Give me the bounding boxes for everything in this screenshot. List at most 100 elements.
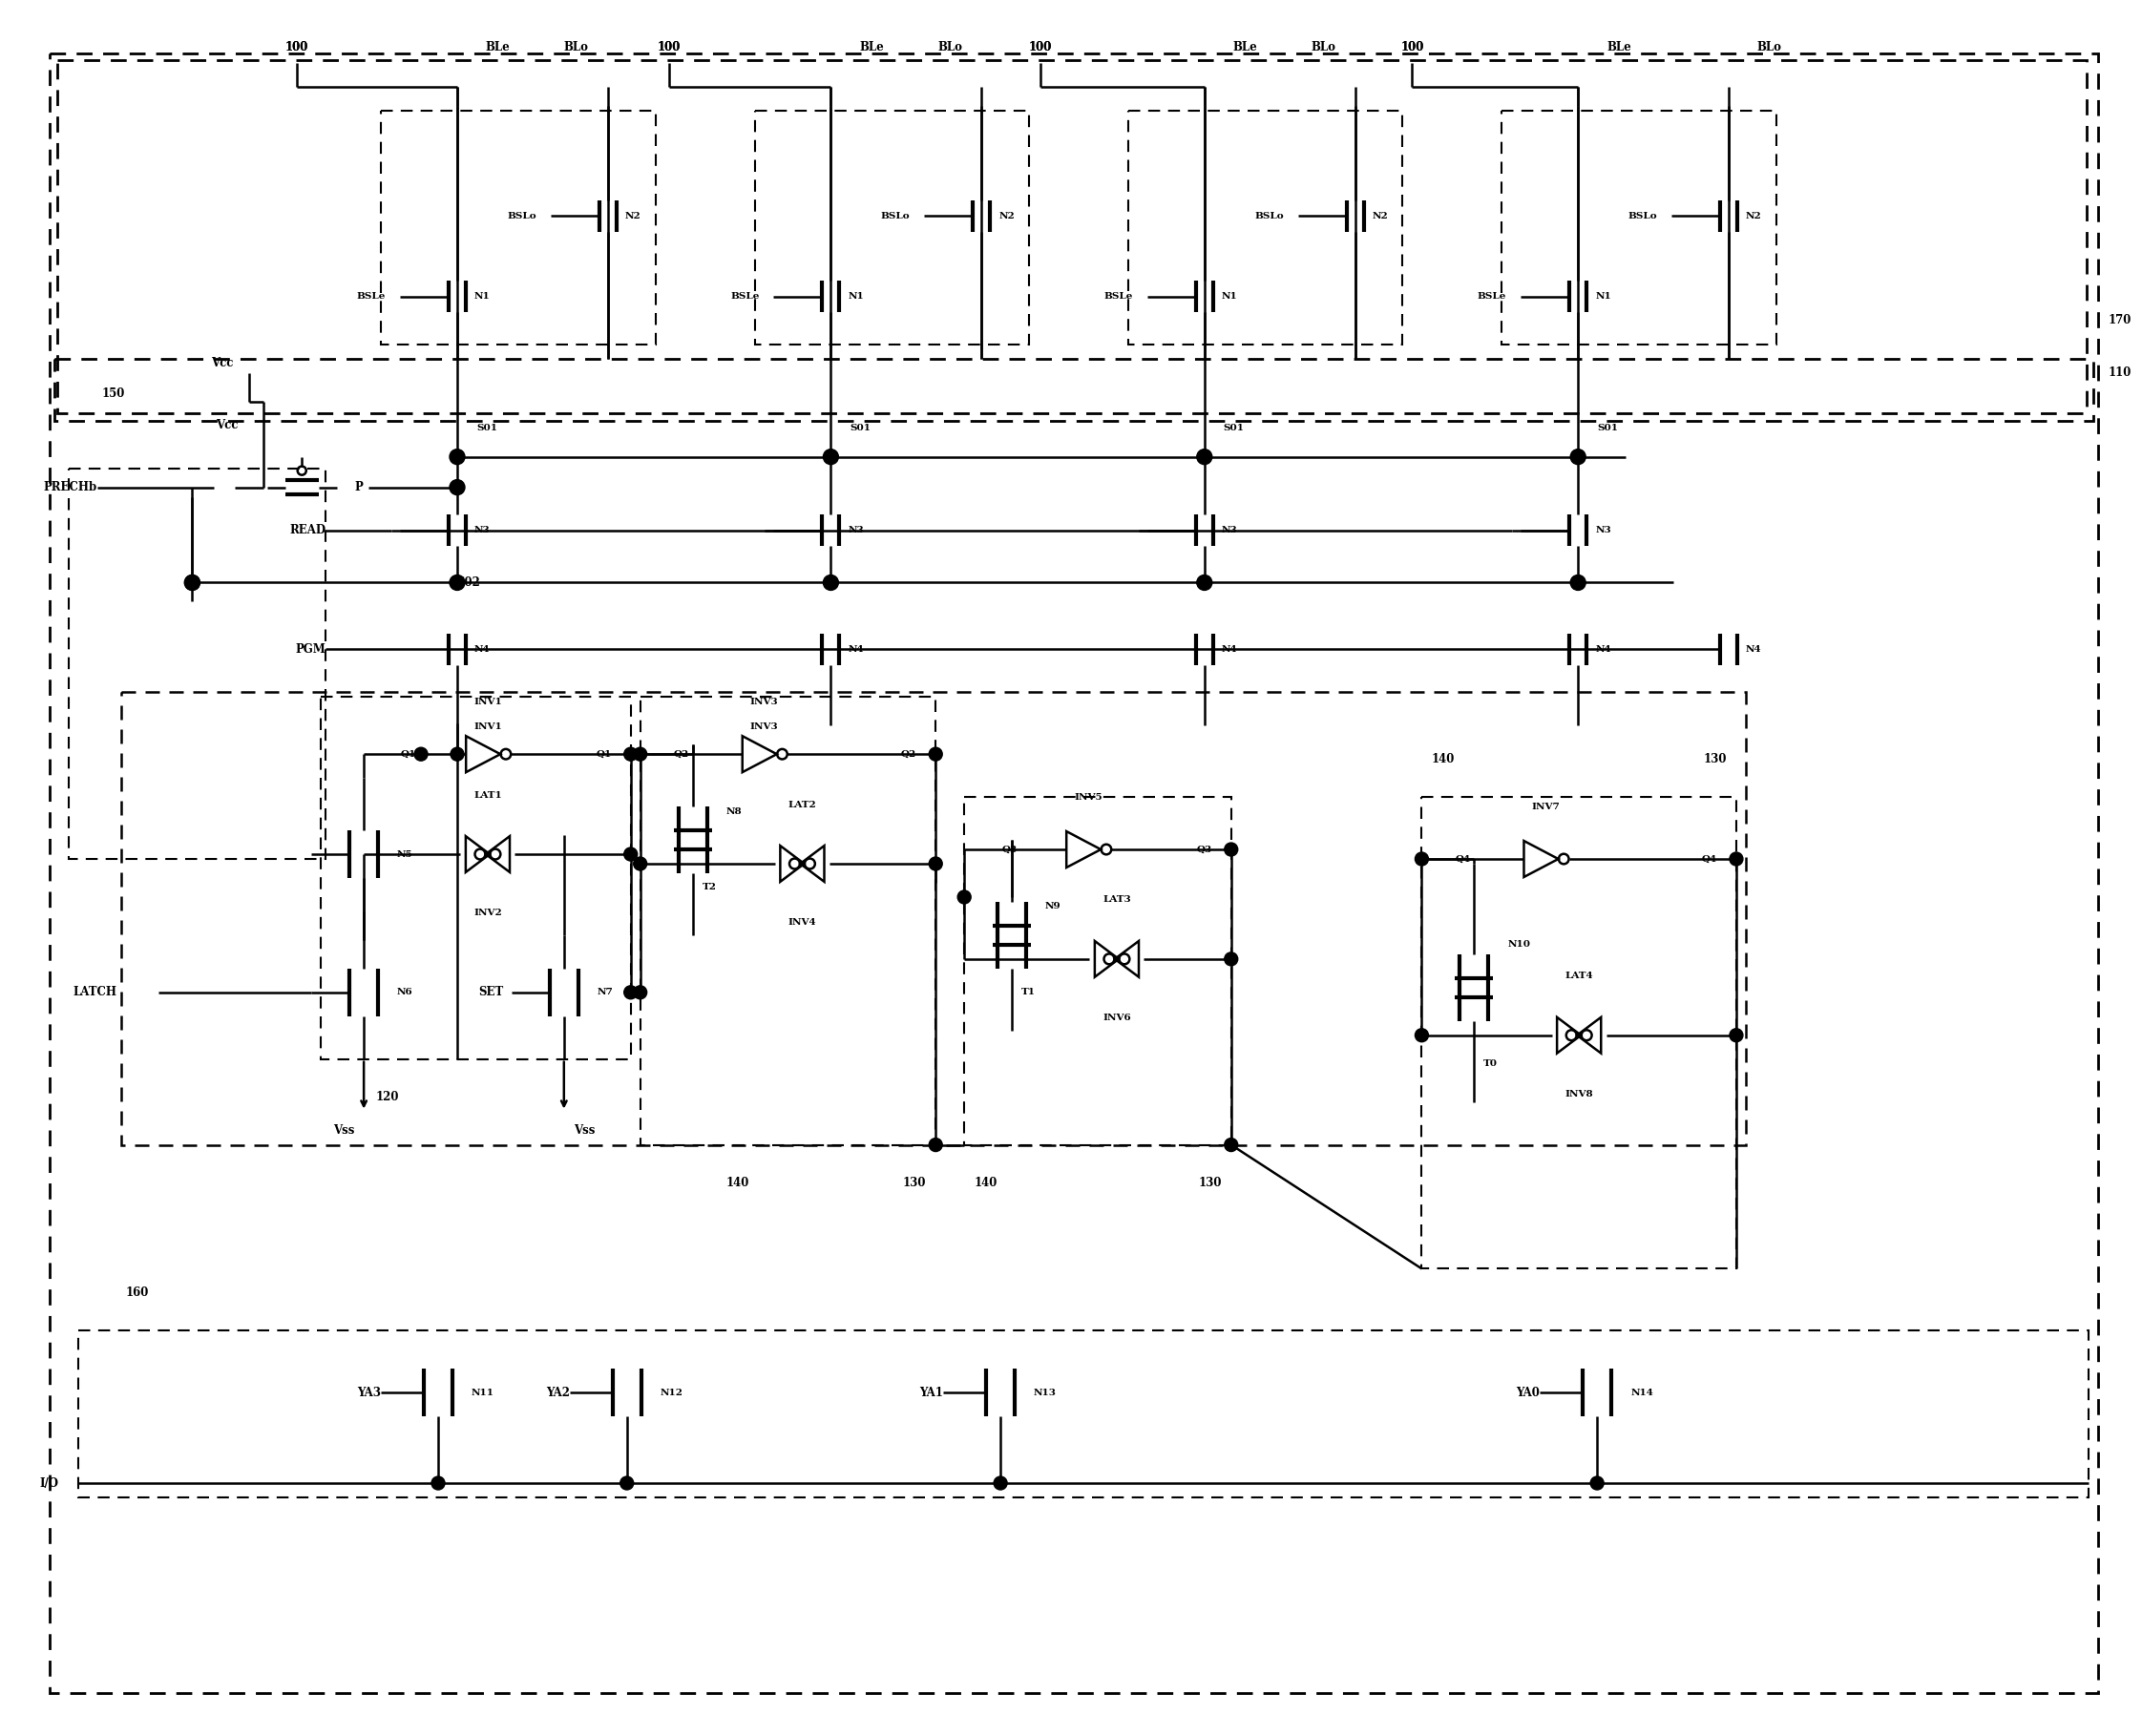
Text: N2: N2 (625, 212, 640, 220)
Text: YA0: YA0 (1517, 1387, 1540, 1399)
Text: N2: N2 (1746, 212, 1761, 220)
Circle shape (994, 1476, 1007, 1489)
Text: N13: N13 (1035, 1389, 1056, 1397)
Text: INV5: INV5 (1073, 793, 1103, 802)
Text: 100: 100 (1028, 42, 1052, 54)
Text: 170: 170 (2108, 314, 2131, 326)
Text: N2: N2 (998, 212, 1015, 220)
Circle shape (184, 575, 199, 590)
Circle shape (623, 748, 638, 760)
Bar (321, 696, 630, 1059)
Text: 130: 130 (1197, 1177, 1221, 1189)
Circle shape (634, 858, 647, 870)
Text: N8: N8 (726, 807, 741, 816)
Circle shape (1225, 953, 1238, 965)
Text: INV7: INV7 (1532, 802, 1559, 811)
Text: Vss: Vss (332, 1125, 353, 1137)
Text: 100: 100 (1401, 42, 1424, 54)
Text: 140: 140 (726, 1177, 750, 1189)
Circle shape (930, 1139, 942, 1151)
Text: N1: N1 (1596, 292, 1611, 300)
Text: S02: S02 (456, 576, 480, 589)
Text: Q1: Q1 (595, 750, 613, 759)
Text: INV3: INV3 (750, 698, 778, 707)
Text: LATCH: LATCH (73, 986, 118, 998)
Text: N5: N5 (396, 851, 413, 859)
Text: Q3: Q3 (1002, 845, 1017, 854)
Circle shape (1729, 1028, 1744, 1042)
Text: T0: T0 (1484, 1059, 1497, 1068)
Text: Vss: Vss (574, 1125, 595, 1137)
Circle shape (1197, 575, 1212, 590)
Text: BLo: BLo (563, 42, 589, 54)
Text: LAT4: LAT4 (1566, 972, 1594, 981)
Text: BSLe: BSLe (730, 292, 760, 300)
Text: I/O: I/O (41, 1477, 58, 1489)
Text: Q2: Q2 (902, 750, 917, 759)
Text: BLo: BLo (1756, 42, 1782, 54)
Circle shape (1225, 842, 1238, 856)
Circle shape (634, 748, 647, 760)
Text: READ: READ (289, 524, 326, 536)
Text: S01: S01 (1598, 424, 1617, 432)
Text: Q4: Q4 (1701, 854, 1718, 863)
Bar (1502, 111, 1776, 344)
Circle shape (930, 748, 942, 760)
Text: N3: N3 (1221, 526, 1238, 535)
Circle shape (184, 575, 199, 590)
Text: YA1: YA1 (919, 1387, 942, 1399)
Text: INV3: INV3 (750, 722, 778, 731)
Text: 110: 110 (2108, 366, 2131, 378)
Circle shape (450, 575, 465, 590)
Text: BSLo: BSLo (880, 212, 910, 220)
Circle shape (413, 748, 428, 760)
Text: N6: N6 (396, 988, 413, 996)
Circle shape (823, 450, 838, 465)
Text: N1: N1 (1221, 292, 1238, 300)
Circle shape (1729, 852, 1744, 866)
Text: PGM: PGM (296, 642, 326, 656)
Text: YA3: YA3 (358, 1387, 381, 1399)
Circle shape (1570, 575, 1585, 590)
Text: BSLo: BSLo (1255, 212, 1283, 220)
Text: N3: N3 (1596, 526, 1611, 535)
Text: BLo: BLo (1311, 42, 1337, 54)
Circle shape (1589, 1476, 1604, 1489)
Bar (640, 696, 936, 1144)
Bar (381, 111, 655, 344)
Text: 140: 140 (1431, 753, 1454, 766)
Text: BSLe: BSLe (358, 292, 386, 300)
Bar (69, 469, 326, 859)
Text: 120: 120 (377, 1090, 398, 1104)
Text: BLe: BLe (486, 42, 510, 54)
Text: BSLo: BSLo (508, 212, 536, 220)
Text: N4: N4 (1746, 646, 1761, 653)
Bar (77, 1330, 2088, 1498)
Text: 100: 100 (1401, 42, 1424, 54)
Text: BSLe: BSLe (1478, 292, 1506, 300)
Text: N9: N9 (1045, 903, 1060, 911)
Bar (120, 693, 1746, 1144)
Text: N1: N1 (848, 292, 863, 300)
Circle shape (1197, 450, 1212, 465)
Text: S01: S01 (1223, 424, 1245, 432)
Text: LAT3: LAT3 (1103, 896, 1131, 904)
Text: N4: N4 (1221, 646, 1238, 653)
Text: S01: S01 (850, 424, 872, 432)
Text: N3: N3 (848, 526, 863, 535)
Circle shape (621, 1476, 634, 1489)
Text: N11: N11 (471, 1389, 495, 1397)
Circle shape (431, 1476, 446, 1489)
Circle shape (957, 891, 970, 904)
Text: T1: T1 (1022, 988, 1037, 996)
Circle shape (623, 847, 638, 861)
Circle shape (450, 748, 465, 760)
Circle shape (623, 986, 638, 998)
Text: SET: SET (478, 986, 503, 998)
Text: YA2: YA2 (546, 1387, 570, 1399)
Bar (58, 61, 2086, 413)
Text: LAT1: LAT1 (473, 792, 501, 799)
Circle shape (1225, 1139, 1238, 1151)
Text: Vcc: Vcc (212, 358, 233, 370)
Text: N4: N4 (848, 646, 863, 653)
